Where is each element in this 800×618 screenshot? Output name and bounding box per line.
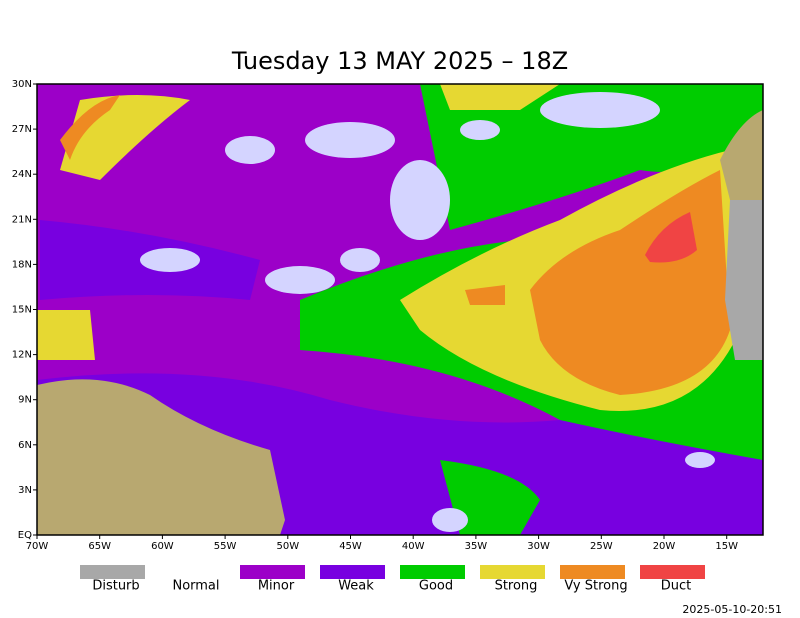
- legend-swatch: [80, 565, 145, 579]
- legend-label: Disturb: [92, 579, 139, 594]
- lon-label: 25W: [590, 541, 613, 552]
- legend-swatch: [560, 565, 625, 579]
- lat-label: 18N: [12, 259, 32, 270]
- lat-label: 24N: [12, 169, 32, 180]
- lon-label: 55W: [214, 541, 237, 552]
- legend-swatch: [400, 565, 465, 579]
- lon-label: 50W: [276, 541, 299, 552]
- lat-label: 6N: [18, 440, 32, 451]
- map-field: [37, 84, 763, 535]
- lon-label: 20W: [653, 541, 676, 552]
- legend-label: Minor: [258, 579, 295, 594]
- lon-label: 40W: [402, 541, 425, 552]
- lat-label: 15N: [12, 305, 32, 316]
- lat-label: 9N: [18, 395, 32, 406]
- legend-swatch: [480, 565, 545, 579]
- lon-label: 30W: [527, 541, 550, 552]
- lon-label: 70W: [26, 541, 49, 552]
- timestamp: 2025-05-10-20:51: [682, 603, 782, 616]
- lat-label: 30N: [12, 79, 32, 90]
- legend-label: Good: [419, 579, 453, 594]
- lon-label: 60W: [151, 541, 174, 552]
- legend-swatch: [240, 565, 305, 579]
- legend-label: Normal: [172, 579, 219, 594]
- legend-swatch: [640, 565, 705, 579]
- lat-label: EQ: [18, 530, 32, 541]
- lat-label: 27N: [12, 124, 32, 135]
- lon-label: 45W: [339, 541, 362, 552]
- map-title: Tuesday 13 MAY 2025 – 18Z: [231, 47, 568, 75]
- lon-label: 65W: [88, 541, 111, 552]
- lat-label: 21N: [12, 214, 32, 225]
- lat-label: 3N: [18, 485, 32, 496]
- legend-swatch: [160, 565, 225, 579]
- lat-label: 12N: [12, 350, 32, 361]
- legend-swatch: [320, 565, 385, 579]
- legend-label: Vy Strong: [564, 579, 627, 594]
- legend-label: Strong: [495, 579, 538, 594]
- lon-label: 15W: [715, 541, 738, 552]
- lon-label: 35W: [465, 541, 488, 552]
- legend-label: Weak: [338, 579, 374, 594]
- legend-label: Duct: [661, 579, 692, 594]
